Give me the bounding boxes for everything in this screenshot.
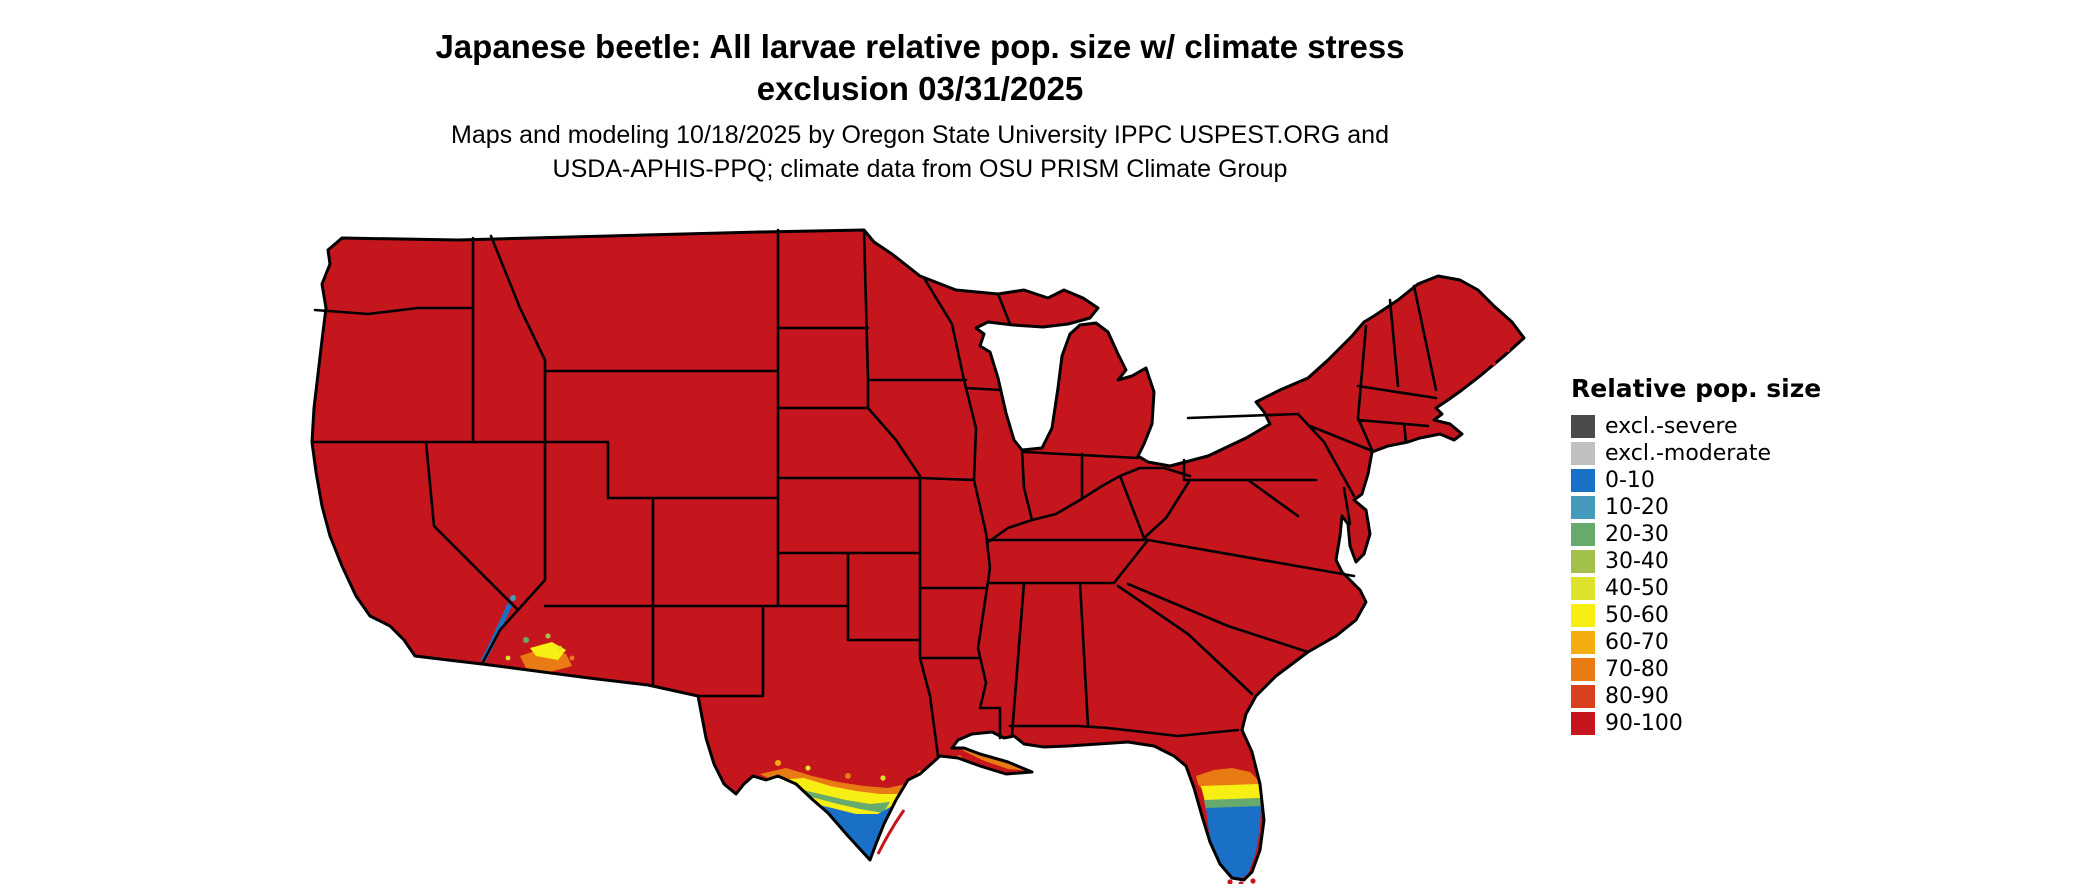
legend-swatch [1571, 685, 1595, 708]
state-borders [310, 228, 1438, 758]
legend-swatch [1571, 523, 1595, 546]
legend-item-0-10: 0-10 [1571, 467, 1821, 494]
region-texas-speck [845, 773, 851, 779]
legend-item-90-100: 90-100 [1571, 710, 1821, 737]
puget-sound-island [331, 253, 337, 259]
legend-item-20-30: 20-30 [1571, 521, 1821, 548]
legend-swatch [1571, 712, 1595, 735]
texas-barrier-island [876, 809, 906, 855]
legend-item-excl-severe: excl.-severe [1571, 413, 1821, 440]
us-map [308, 228, 1528, 887]
legend-label: excl.-moderate [1605, 441, 1771, 466]
legend-item-60-70: 60-70 [1571, 629, 1821, 656]
legend-title: Relative pop. size [1571, 374, 1822, 403]
florida-keys-island [1250, 878, 1256, 884]
legend-label: 90-100 [1605, 711, 1683, 736]
legend-label: 20-30 [1605, 522, 1669, 547]
legend-item-10-20: 10-20 [1571, 494, 1821, 521]
map-title-line2: exclusion 03/31/2025 [756, 70, 1084, 107]
region-texas-speck [775, 760, 781, 766]
legend-swatch [1571, 415, 1595, 438]
legend-item-30-40: 30-40 [1571, 548, 1821, 575]
region-arizona-speck [523, 637, 529, 643]
region-florida-50-60 [1201, 784, 1261, 802]
legend-label: excl.-severe [1605, 414, 1738, 439]
legend-swatch [1571, 604, 1595, 627]
florida-keys-island [1227, 879, 1233, 885]
region-arizona-speck [510, 595, 516, 601]
region-arizona-speck [569, 655, 575, 661]
florida-keys-island [1238, 881, 1244, 887]
map-title: Japanese beetle: All larvae relative pop… [0, 26, 1840, 110]
legend-label: 0-10 [1605, 468, 1655, 493]
map-subtitle-line2: USDA-APHIS-PPQ; climate data from OSU PR… [552, 155, 1288, 183]
legend-label: 80-90 [1605, 684, 1669, 709]
region-arizona-50-60 [530, 642, 566, 660]
us-outline [310, 228, 1526, 882]
puget-sound-island [338, 247, 344, 253]
region-arizona-speck [545, 633, 551, 639]
maine-coast-island [1491, 361, 1497, 367]
legend-label: 60-70 [1605, 630, 1669, 655]
legend-label: 70-80 [1605, 657, 1669, 682]
region-delta-speck [973, 745, 979, 751]
us-map-svg [310, 228, 1526, 887]
maine-coast-island [1505, 347, 1511, 353]
region-arizona-speck [557, 645, 563, 651]
legend-swatch [1571, 577, 1595, 600]
region-texas-speck [805, 765, 811, 771]
region-south-texas-20-30 [794, 788, 890, 813]
legend-item-40-50: 40-50 [1571, 575, 1821, 602]
legend-item-excl-moderate: excl.-moderate [1571, 440, 1821, 467]
map-subtitle-line1: Maps and modeling 10/18/2025 by Oregon S… [451, 121, 1389, 149]
legend-item-50-60: 50-60 [1571, 602, 1821, 629]
region-arizona-speck [505, 655, 511, 661]
legend-swatch [1571, 442, 1595, 465]
legend-swatch [1571, 550, 1595, 573]
legend-swatch [1571, 496, 1595, 519]
legend-swatch [1571, 631, 1595, 654]
legend-label: 30-40 [1605, 549, 1669, 574]
legend-item-70-80: 70-80 [1571, 656, 1821, 683]
map-subtitle: Maps and modeling 10/18/2025 by Oregon S… [0, 118, 1840, 186]
us-landmass [312, 230, 1524, 880]
legend: Relative pop. size excl.-severe excl.-mo… [1571, 374, 1821, 737]
legend-item-80-90: 80-90 [1571, 683, 1821, 710]
legend-label: 50-60 [1605, 603, 1669, 628]
legend-swatch [1571, 469, 1595, 492]
legend-label: 40-50 [1605, 576, 1669, 601]
map-title-line1: Japanese beetle: All larvae relative pop… [435, 28, 1405, 65]
legend-swatch [1571, 658, 1595, 681]
legend-label: 10-20 [1605, 495, 1669, 520]
offshore-features [331, 247, 1511, 887]
region-texas-speck [880, 775, 886, 781]
